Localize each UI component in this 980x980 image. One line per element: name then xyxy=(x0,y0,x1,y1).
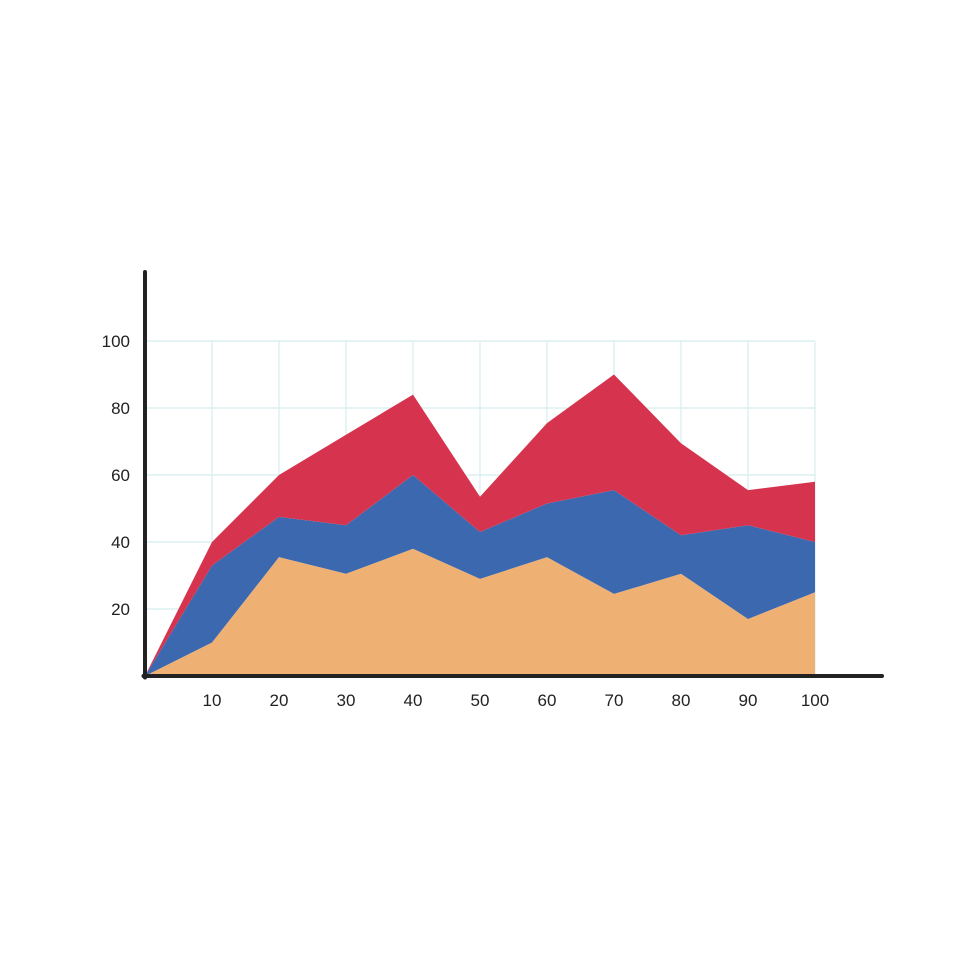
y-tick-label: 40 xyxy=(111,533,130,552)
y-tick-label: 100 xyxy=(102,332,130,351)
x-tick-label: 30 xyxy=(337,691,356,710)
x-tick-label: 90 xyxy=(739,691,758,710)
x-tick-label: 20 xyxy=(270,691,289,710)
x-tick-labels: 10 20 30 40 50 60 70 80 90 100 xyxy=(203,691,830,710)
chart-axes xyxy=(141,270,884,680)
area-series-2 xyxy=(145,475,815,676)
x-tick-label: 70 xyxy=(605,691,624,710)
x-tick-label: 60 xyxy=(538,691,557,710)
y-tick-label: 20 xyxy=(111,600,130,619)
y-tick-labels: 20 40 60 80 100 xyxy=(102,332,130,619)
x-tick-label: 50 xyxy=(471,691,490,710)
area-series-1 xyxy=(145,548,815,676)
area-series-3 xyxy=(145,374,815,676)
y-tick-label: 60 xyxy=(111,466,130,485)
x-tick-label: 40 xyxy=(404,691,423,710)
x-tick-label: 100 xyxy=(801,691,829,710)
y-tick-label: 80 xyxy=(111,399,130,418)
x-tick-label: 80 xyxy=(672,691,691,710)
chart-areas xyxy=(145,374,815,676)
x-tick-label: 10 xyxy=(203,691,222,710)
